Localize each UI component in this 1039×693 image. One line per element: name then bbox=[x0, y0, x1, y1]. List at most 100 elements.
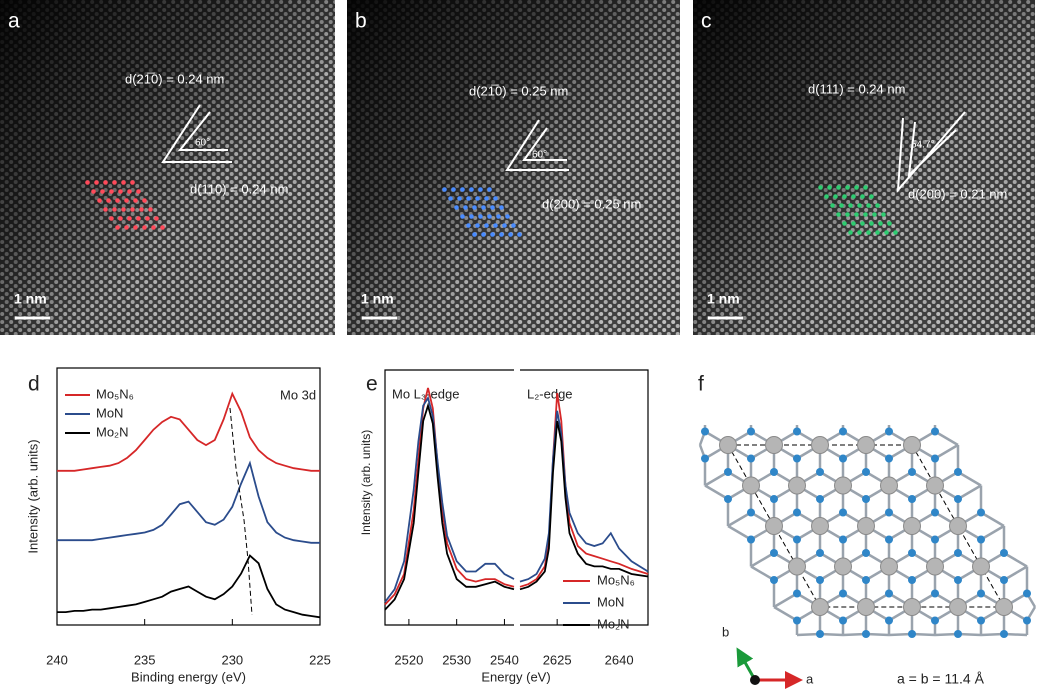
mo-atom bbox=[834, 557, 852, 576]
atom-marker bbox=[151, 225, 156, 230]
x-tick-label: 2520 bbox=[394, 652, 423, 667]
peak-guide bbox=[229, 407, 253, 616]
atom-marker bbox=[827, 185, 832, 190]
panel-label: f bbox=[698, 373, 704, 396]
mo-atom bbox=[811, 517, 829, 535]
n-atom bbox=[701, 427, 709, 436]
n-atom bbox=[977, 589, 985, 598]
mo-atom bbox=[903, 436, 921, 454]
atom-marker bbox=[866, 230, 871, 235]
n-atom bbox=[931, 616, 939, 625]
mo-atom bbox=[811, 436, 829, 454]
n-atom bbox=[1000, 576, 1008, 584]
bond bbox=[727, 524, 752, 541]
atom-marker bbox=[133, 198, 138, 203]
image-shade bbox=[0, 0, 335, 335]
atom-marker bbox=[830, 203, 835, 208]
n-atom bbox=[1000, 630, 1008, 638]
n-atom bbox=[862, 630, 870, 638]
atom-marker bbox=[142, 198, 147, 203]
atom-marker bbox=[475, 223, 480, 228]
n-atom bbox=[862, 495, 870, 503]
bond bbox=[1003, 551, 1028, 568]
bond bbox=[934, 443, 959, 460]
n-atom bbox=[839, 427, 847, 436]
spacing-label: d(21̅0) = 0.24 nm bbox=[125, 71, 224, 86]
mo-atom bbox=[903, 598, 921, 616]
atom-marker bbox=[508, 232, 513, 237]
x-tick-label: 225 bbox=[309, 652, 331, 667]
x-axis-label: Energy (eV) bbox=[481, 669, 550, 684]
atom-marker bbox=[130, 207, 135, 212]
bond bbox=[727, 511, 752, 528]
legend-label: Mo₅N₆ bbox=[597, 572, 635, 587]
n-atom bbox=[862, 576, 870, 584]
atom-marker bbox=[484, 223, 489, 228]
atom-marker bbox=[466, 223, 471, 228]
atom-marker bbox=[127, 216, 132, 221]
atom-marker bbox=[112, 180, 117, 185]
plane-guide bbox=[896, 111, 966, 193]
atom-marker bbox=[845, 185, 850, 190]
atom-marker bbox=[499, 205, 504, 210]
atom-marker bbox=[97, 198, 102, 203]
n-atom bbox=[908, 576, 916, 584]
n-atom bbox=[885, 589, 893, 598]
atom-marker bbox=[460, 214, 465, 219]
n-atom bbox=[954, 549, 962, 557]
mo-atom bbox=[788, 476, 806, 495]
atom-marker bbox=[863, 212, 868, 217]
atom-marker bbox=[160, 225, 165, 230]
atom-marker bbox=[818, 185, 823, 190]
spacing-label: d(21̅0) = 0.25 nm bbox=[469, 83, 568, 98]
atom-marker bbox=[487, 187, 492, 192]
atom-marker bbox=[478, 214, 483, 219]
atom-marker bbox=[466, 196, 471, 201]
bond bbox=[704, 470, 729, 487]
n-atom bbox=[793, 508, 801, 517]
atom-marker bbox=[493, 196, 498, 201]
atom-marker bbox=[851, 194, 856, 199]
bond bbox=[957, 470, 982, 487]
spacing-label: d(200) = 0.21 nm bbox=[908, 186, 1007, 201]
atom-marker bbox=[106, 198, 111, 203]
bond bbox=[704, 484, 729, 501]
n-atom bbox=[931, 508, 939, 517]
n-atom bbox=[908, 630, 916, 638]
atom-marker bbox=[893, 230, 898, 235]
spacing-label: d(111) = 0.24 nm bbox=[808, 81, 905, 96]
mo-atom bbox=[765, 517, 783, 535]
atom-marker bbox=[869, 194, 874, 199]
scale-bar-label: 1 nm bbox=[707, 291, 740, 307]
n-atom bbox=[816, 495, 824, 503]
atom-marker bbox=[481, 205, 486, 210]
bond bbox=[980, 511, 1005, 528]
n-atom bbox=[839, 589, 847, 598]
n-atom bbox=[793, 454, 801, 463]
n-atom bbox=[862, 549, 870, 557]
image-shade bbox=[693, 0, 1035, 335]
atom-marker bbox=[127, 189, 132, 194]
spectrum-line bbox=[519, 420, 649, 591]
n-atom bbox=[816, 630, 824, 638]
n-atom bbox=[885, 616, 893, 625]
atom-marker bbox=[481, 232, 486, 237]
atom-marker bbox=[836, 212, 841, 217]
atom-marker bbox=[460, 187, 465, 192]
n-atom bbox=[954, 630, 962, 638]
atom-marker bbox=[85, 180, 90, 185]
n-atom bbox=[747, 427, 755, 436]
atom-marker bbox=[505, 214, 510, 219]
bond bbox=[980, 524, 1005, 541]
n-atom bbox=[839, 454, 847, 463]
n-atom bbox=[931, 589, 939, 598]
n-atom bbox=[747, 454, 755, 463]
spectrum-line bbox=[384, 395, 515, 603]
scale-bar-label: 1 nm bbox=[14, 291, 47, 307]
n-atom bbox=[931, 427, 939, 436]
atom-marker bbox=[502, 223, 507, 228]
n-atom bbox=[954, 576, 962, 584]
atom-marker bbox=[115, 225, 120, 230]
atom-marker bbox=[878, 221, 883, 226]
atom-marker bbox=[142, 225, 147, 230]
